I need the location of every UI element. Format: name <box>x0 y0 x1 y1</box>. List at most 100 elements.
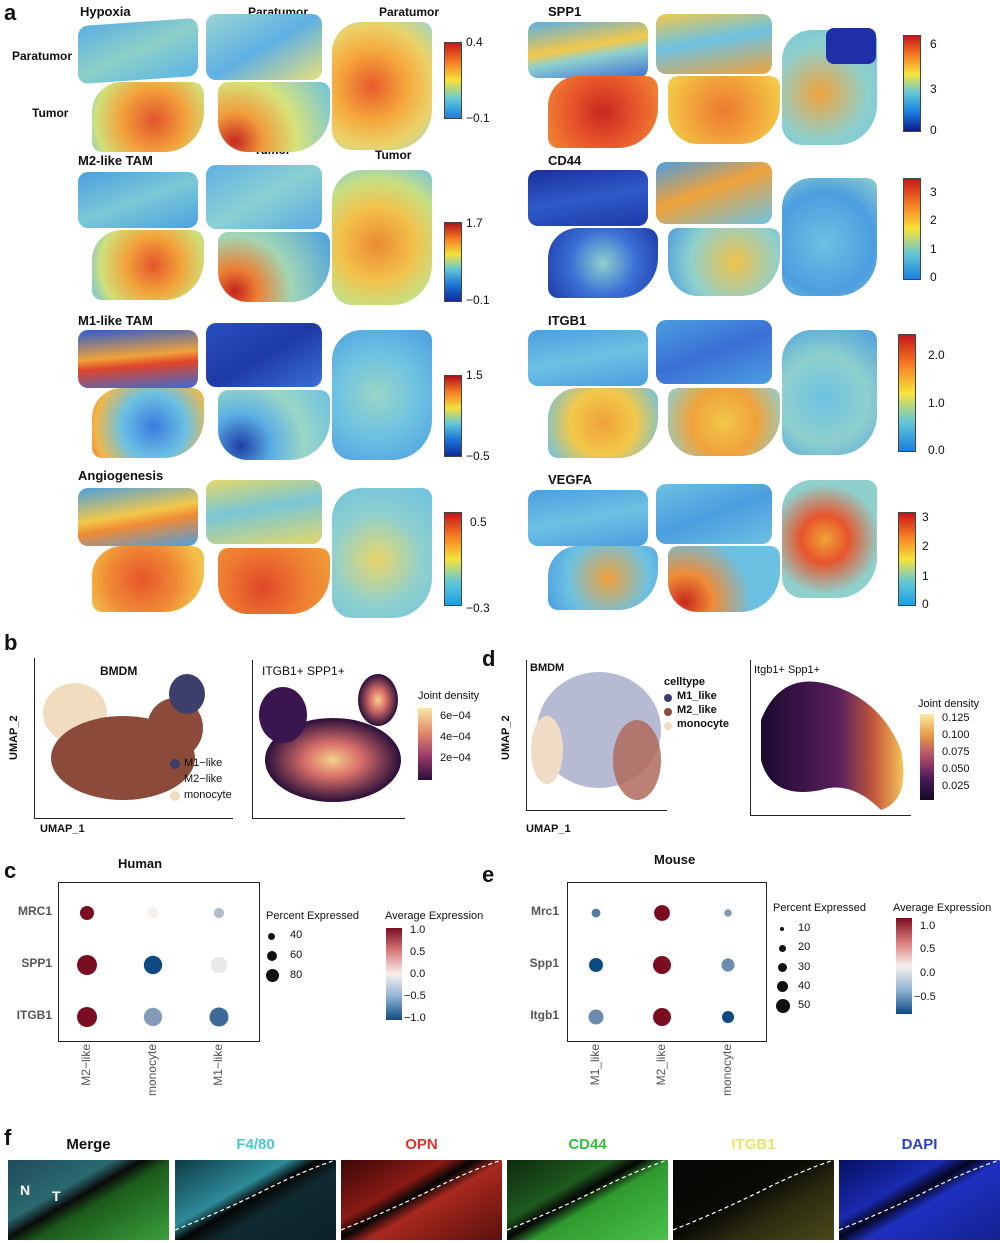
panel-label-c: c <box>4 858 17 883</box>
colorbar-tick: 0.0 <box>928 443 945 457</box>
legend-label: M2−like <box>184 773 223 785</box>
colorbar-tick: 0.5 <box>410 946 426 958</box>
tissue-section <box>528 330 648 386</box>
boundary-line <box>341 1160 502 1231</box>
colorbar-tick: −0.5 <box>404 990 426 1002</box>
colorbar-tick: −0.1 <box>466 111 490 125</box>
map-title: Hypoxia <box>80 4 131 19</box>
legend-swatch-m2 <box>170 775 180 785</box>
size-legend-dot <box>780 927 784 931</box>
dotplot-title: Mouse <box>654 852 696 867</box>
region-label-paratumor: Paratumor <box>12 49 73 63</box>
colorbar-tick: 3 <box>930 185 937 199</box>
size-legend-dot <box>776 999 790 1013</box>
colorbar-tick: 1.7 <box>466 216 483 230</box>
size-legend-label: 60 <box>290 949 303 961</box>
dot-Mrc1-monocyte <box>724 909 732 917</box>
tissue-section <box>218 548 330 614</box>
dot-Spp1-monocyte <box>721 958 735 972</box>
umap-scatter <box>43 674 205 800</box>
map-title: M1-like TAM <box>78 313 153 328</box>
dotplot-human <box>77 906 229 1027</box>
tissue-section <box>548 228 658 298</box>
tissue-section <box>92 546 204 612</box>
legend-label: monocyte <box>677 718 729 730</box>
tissue-section <box>668 546 780 612</box>
colorbar-tick: 2e−04 <box>440 752 471 764</box>
colorbar-tick: 1 <box>922 569 929 583</box>
dot-Spp1-M1_like <box>589 958 603 972</box>
colorbar <box>444 375 462 457</box>
region-label-tumor: Tumor <box>375 148 412 162</box>
colorbar <box>898 334 916 452</box>
legend-label: M1−like <box>184 757 223 769</box>
gene-label: ITGB1 <box>16 1008 52 1022</box>
tissue-section <box>78 488 198 546</box>
channel-label-dapi: DAPI <box>901 1136 938 1153</box>
tissue-section <box>218 232 330 302</box>
colorbar-tick: 1.5 <box>466 368 483 382</box>
channel-label-opn: OPN <box>405 1136 438 1153</box>
size-legend-dot <box>777 981 788 992</box>
dot-Mrc1-M2_like <box>654 905 670 921</box>
map-title: ITGB1 <box>548 313 587 328</box>
legend-label: M2_like <box>677 704 717 716</box>
panel-label-a: a <box>4 0 17 25</box>
channel-label-itgb1: ITGB1 <box>731 1136 776 1153</box>
colorbar <box>444 42 462 119</box>
panel-label-e: e <box>482 862 495 887</box>
colorbar-tick: 1.0 <box>928 396 945 410</box>
umap-title: BMDM <box>530 662 565 674</box>
tissue-section <box>92 82 204 152</box>
tissue-section <box>528 22 648 78</box>
dot-ITGB1-M2−like <box>77 1007 97 1027</box>
umap-title: BMDM <box>100 664 138 678</box>
tissue-section <box>206 14 322 80</box>
tissue-section <box>528 490 648 546</box>
color-legend-bar <box>386 928 402 1020</box>
boundary-line <box>175 1160 336 1231</box>
tissue-section <box>332 22 432 150</box>
colorbar-tick: 1.0 <box>920 920 936 932</box>
tissue-section <box>78 330 198 388</box>
dot-ITGB1-M1−like <box>209 1007 229 1027</box>
tissue-section <box>782 480 877 598</box>
map-title: VEGFA <box>548 472 593 487</box>
tissue-section <box>92 230 204 300</box>
gene-label: Spp1 <box>529 956 559 970</box>
channel-label-f480: F4/80 <box>236 1136 275 1153</box>
density-plot <box>252 660 405 819</box>
micrograph-merge: N T <box>8 1160 169 1240</box>
micrograph-cd44 <box>507 1160 668 1240</box>
legend-swatch-m2 <box>664 708 672 716</box>
colorbar-tick: −0.5 <box>914 991 936 1003</box>
colorbar-tick: 3 <box>930 82 937 96</box>
gene-label: SPP1 <box>21 956 52 970</box>
colorbar-tick: 0.0 <box>920 967 936 979</box>
gene-label: Itgb1 <box>530 1008 559 1022</box>
size-legend-title: Percent Expressed <box>266 910 359 922</box>
size-legend-label: 20 <box>798 941 811 953</box>
colorbar-tick: 3 <box>922 510 929 524</box>
dotplot-title: Human <box>118 856 163 871</box>
tissue-section <box>656 162 772 224</box>
tissue-section <box>548 76 658 148</box>
panel-label-b: b <box>4 630 18 655</box>
tissue-section <box>218 390 330 460</box>
size-legend-dot <box>266 969 279 982</box>
dot-SPP1-M2−like <box>77 955 97 975</box>
density-legend-title: Joint density <box>418 690 480 702</box>
colorbar-tick: 0.125 <box>942 712 970 724</box>
x-axis-label: UMAP_1 <box>40 823 85 835</box>
size-legend-label: 50 <box>798 999 811 1011</box>
density-title: Itgb1+ Spp1+ <box>754 664 821 676</box>
dot-MRC1-M2−like <box>80 906 94 920</box>
tissue-section <box>656 484 772 544</box>
umap-plot <box>526 660 667 811</box>
colorbar-tick: 0.075 <box>942 746 970 758</box>
legend-swatch-m1 <box>170 759 180 769</box>
tissue-section <box>656 14 772 74</box>
boundary-line <box>507 1160 668 1231</box>
tissue-section <box>668 76 780 144</box>
legend-title: celltype <box>664 676 705 688</box>
